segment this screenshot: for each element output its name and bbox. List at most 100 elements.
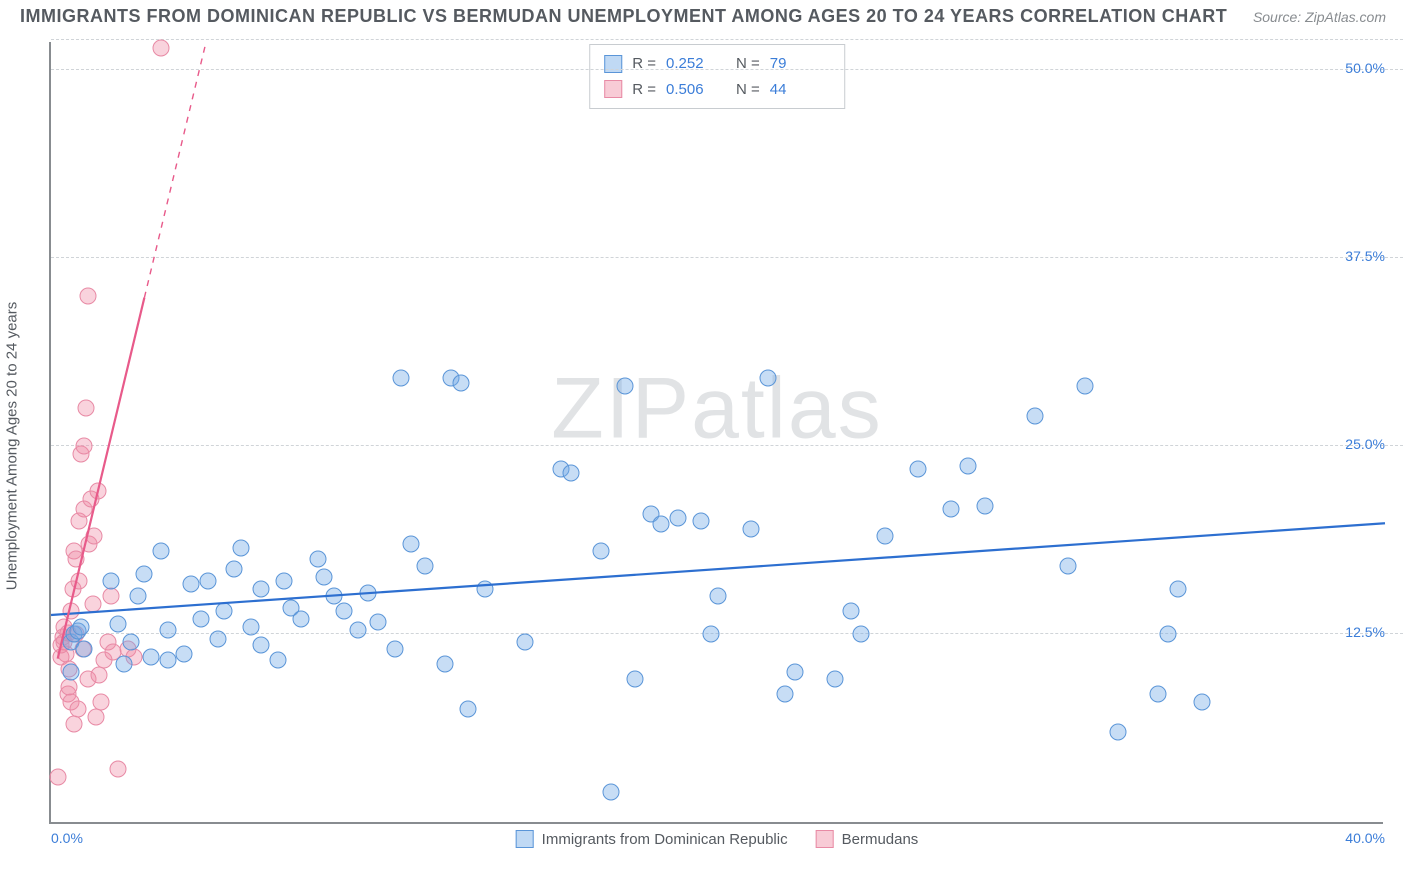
stats-swatch-pink-icon [604, 80, 622, 98]
scatter-point [616, 377, 633, 394]
scatter-point [69, 701, 86, 718]
r-value: 0.506 [666, 77, 726, 103]
scatter-point [459, 701, 476, 718]
plot-area: ZIPatlas R = 0.252 N = 79 R = 0.506 N = … [49, 42, 1383, 824]
scatter-point [276, 573, 293, 590]
legend-label: Bermudans [842, 831, 919, 848]
legend-item-pink: Bermudans [816, 830, 919, 848]
scatter-point [603, 783, 620, 800]
scatter-point [68, 550, 85, 567]
scatter-point [193, 610, 210, 627]
scatter-point [853, 626, 870, 643]
y-axis-label: Unemployment Among Ages 20 to 24 years [4, 302, 21, 591]
scatter-point [153, 39, 170, 56]
scatter-point [776, 686, 793, 703]
scatter-point [73, 618, 90, 635]
scatter-point [960, 457, 977, 474]
y-tick-label: 50.0% [1345, 60, 1385, 76]
watermark: ZIPatlas [551, 359, 882, 458]
gridline [51, 445, 1403, 446]
scatter-point [136, 565, 153, 582]
scatter-point [1110, 723, 1127, 740]
n-label: N = [736, 51, 760, 77]
scatter-point [66, 716, 83, 733]
scatter-point [109, 615, 126, 632]
trend-svg [51, 42, 1385, 824]
scatter-point [199, 573, 216, 590]
scatter-point [103, 573, 120, 590]
scatter-point [876, 528, 893, 545]
scatter-point [129, 588, 146, 605]
scatter-point [693, 513, 710, 530]
scatter-point [403, 535, 420, 552]
stats-row-blue: R = 0.252 N = 79 [604, 51, 830, 77]
n-value: 44 [770, 77, 830, 103]
stats-box: R = 0.252 N = 79 R = 0.506 N = 44 [589, 44, 845, 109]
scatter-point [393, 370, 410, 387]
scatter-point [269, 651, 286, 668]
scatter-point [253, 636, 270, 653]
scatter-point [123, 633, 140, 650]
scatter-point [593, 543, 610, 560]
scatter-point [1150, 686, 1167, 703]
scatter-point [516, 633, 533, 650]
scatter-point [63, 663, 80, 680]
scatter-point [63, 603, 80, 620]
scatter-point [416, 558, 433, 575]
scatter-point [626, 671, 643, 688]
scatter-point [78, 400, 95, 417]
scatter-point [369, 614, 386, 631]
scatter-point [476, 580, 493, 597]
x-tick-label: 40.0% [1345, 830, 1385, 846]
header: IMMIGRANTS FROM DOMINICAN REPUBLIC VS BE… [20, 6, 1386, 27]
scatter-point [349, 621, 366, 638]
r-label: R = [632, 77, 656, 103]
scatter-point [826, 671, 843, 688]
scatter-point [143, 648, 160, 665]
scatter-point [176, 645, 193, 662]
y-tick-label: 12.5% [1345, 624, 1385, 640]
scatter-point [359, 585, 376, 602]
source-value: ZipAtlas.com [1305, 9, 1386, 25]
scatter-point [93, 693, 110, 710]
scatter-point [86, 528, 103, 545]
gridline [51, 257, 1403, 258]
scatter-point [293, 610, 310, 627]
scatter-point [243, 618, 260, 635]
scatter-point [209, 630, 226, 647]
scatter-point [116, 656, 133, 673]
scatter-point [88, 708, 105, 725]
gridline [51, 39, 1403, 40]
source-label: Source: [1253, 9, 1301, 25]
scatter-point [760, 370, 777, 387]
legend-bottom: Immigrants from Dominican Republic Bermu… [516, 830, 919, 848]
scatter-point [843, 603, 860, 620]
scatter-point [316, 568, 333, 585]
scatter-point [436, 656, 453, 673]
scatter-point [326, 588, 343, 605]
scatter-point [669, 510, 686, 527]
x-tick-label: 0.0% [51, 830, 83, 846]
scatter-point [76, 641, 93, 658]
scatter-point [216, 603, 233, 620]
scatter-point [71, 573, 88, 590]
r-value: 0.252 [666, 51, 726, 77]
scatter-point [91, 666, 108, 683]
scatter-point [233, 540, 250, 557]
scatter-point [703, 626, 720, 643]
scatter-point [653, 516, 670, 533]
scatter-point [910, 460, 927, 477]
gridline [51, 69, 1403, 70]
n-label: N = [736, 77, 760, 103]
scatter-point [49, 768, 66, 785]
scatter-point [386, 641, 403, 658]
y-tick-label: 37.5% [1345, 248, 1385, 264]
scatter-point [226, 561, 243, 578]
stats-row-pink: R = 0.506 N = 44 [604, 77, 830, 103]
scatter-point [159, 651, 176, 668]
scatter-point [79, 287, 96, 304]
scatter-point [710, 588, 727, 605]
chart-title: IMMIGRANTS FROM DOMINICAN REPUBLIC VS BE… [20, 6, 1227, 27]
scatter-point [1160, 626, 1177, 643]
scatter-point [743, 520, 760, 537]
